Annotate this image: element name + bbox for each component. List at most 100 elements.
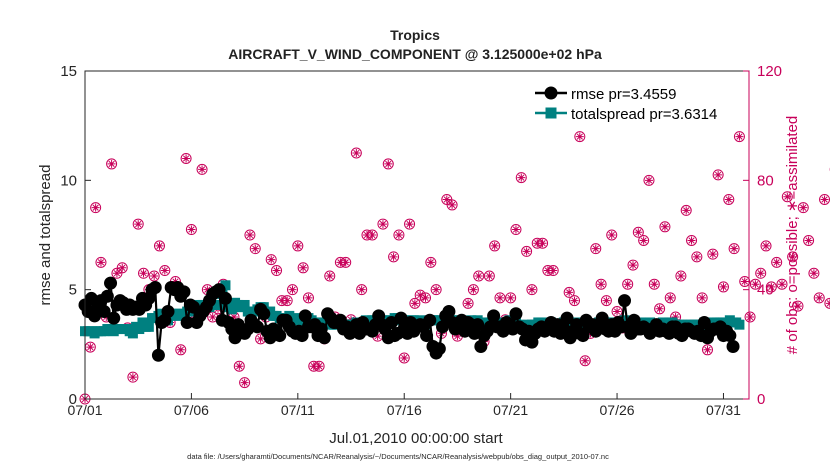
assimilated-obs-marker — [378, 220, 387, 229]
possible-obs-marker — [467, 284, 479, 296]
assimilated-obs-marker — [474, 272, 483, 280]
assimilated-obs-marker — [777, 280, 786, 289]
assimilated-obs-marker — [410, 299, 419, 308]
possible-obs-marker — [138, 267, 150, 279]
rmse-point — [432, 342, 446, 356]
possible-obs-marker — [600, 295, 612, 307]
totalspread-point — [134, 324, 145, 335]
possible-obs-marker — [473, 270, 485, 282]
legend: rmse pr=3.4559 totalspread pr=3.6314 — [530, 76, 746, 128]
assimilated-obs-marker — [820, 195, 829, 204]
assimilated-obs-marker — [240, 378, 249, 387]
rmse-point — [148, 280, 162, 294]
possible-obs-marker — [446, 199, 458, 211]
assimilated-obs-marker — [629, 261, 638, 270]
assimilated-obs-marker — [538, 239, 547, 248]
assimilated-obs-marker — [719, 282, 728, 291]
assimilated-obs-marker — [325, 272, 334, 280]
y2-tick-label: 80 — [757, 172, 774, 189]
assimilated-obs-marker — [352, 149, 361, 157]
totalspread-point — [734, 319, 745, 330]
assimilated-obs-marker — [740, 277, 749, 286]
assimilated-obs-marker — [448, 200, 457, 209]
obs-count-markers — [79, 131, 830, 405]
possible-obs-marker — [425, 256, 437, 268]
assimilated-obs-marker — [724, 195, 733, 204]
possible-obs-marker — [733, 131, 745, 143]
assimilated-obs-marker — [597, 280, 606, 289]
possible-obs-marker — [366, 229, 378, 241]
possible-obs-marker — [233, 360, 245, 372]
possible-obs-marker — [622, 278, 634, 290]
possible-obs-marker — [568, 295, 580, 307]
possible-obs-marker — [281, 295, 293, 307]
assimilated-obs-marker — [405, 220, 414, 229]
assimilated-obs-marker — [176, 345, 185, 354]
possible-obs-marker — [494, 292, 506, 304]
possible-obs-marker — [409, 297, 421, 309]
y-tick-label: 0 — [69, 391, 77, 408]
assimilated-obs-marker — [650, 280, 659, 289]
assimilated-obs-marker — [235, 362, 244, 371]
assimilated-obs-marker — [623, 280, 632, 289]
possible-obs-marker — [654, 303, 666, 315]
assimilated-obs-marker — [182, 154, 191, 163]
assimilated-obs-marker — [660, 222, 669, 231]
assimilated-obs-marker — [804, 236, 813, 245]
assimilated-obs-marker — [208, 313, 217, 321]
possible-obs-marker — [632, 226, 644, 238]
legend-totalspread-label: totalspread pr=3.6314 — [571, 106, 717, 123]
possible-obs-marker — [686, 234, 698, 246]
assimilated-obs-marker — [368, 231, 377, 239]
assimilated-obs-marker — [464, 299, 473, 308]
possible-obs-marker — [606, 229, 618, 241]
possible-obs-marker — [723, 193, 735, 205]
rmse-point — [420, 329, 434, 343]
possible-obs-marker — [803, 234, 815, 246]
assimilated-obs-marker — [96, 258, 105, 267]
assimilated-obs-marker — [485, 272, 494, 280]
possible-obs-marker — [813, 292, 825, 304]
possible-obs-marker — [547, 265, 559, 277]
assimilated-obs-marker — [299, 263, 308, 272]
legend-totalspread-marker — [545, 107, 557, 119]
possible-obs-marker — [760, 240, 772, 252]
assimilated-obs-marker — [229, 313, 238, 321]
possible-obs-marker — [313, 360, 325, 372]
y-tick-label: 5 — [69, 282, 77, 299]
assimilated-obs-marker — [288, 285, 297, 294]
rmse-point — [471, 318, 485, 332]
possible-obs-marker — [590, 243, 602, 255]
possible-obs-marker — [627, 259, 639, 271]
assimilated-obs-marker — [155, 241, 164, 250]
possible-obs-marker — [648, 278, 660, 290]
assimilated-obs-marker — [283, 296, 292, 305]
assimilated-obs-marker — [570, 296, 579, 305]
y2-tick-label: 40 — [757, 282, 774, 299]
assimilated-obs-marker — [389, 252, 398, 261]
x-tick-label: 07/06 — [174, 402, 209, 418]
possible-obs-marker — [244, 229, 256, 241]
possible-obs-marker — [350, 147, 362, 159]
legend-rmse-marker — [544, 86, 558, 100]
rmse-point — [618, 294, 631, 308]
y2-tick-label: 0 — [757, 391, 765, 408]
rmse-point — [177, 285, 191, 299]
possible-obs-marker — [324, 270, 336, 282]
possible-obs-marker — [95, 256, 107, 268]
assimilated-obs-marker — [793, 302, 802, 311]
rmse-point — [317, 331, 331, 345]
possible-obs-marker — [595, 278, 607, 290]
chart-subtitle: AIRCRAFT_V_WIND_COMPONENT @ 3.125000e+02… — [228, 46, 602, 62]
possible-obs-marker — [462, 297, 474, 309]
rmse-point — [273, 329, 287, 343]
possible-obs-marker — [404, 218, 416, 230]
possible-obs-marker — [691, 251, 703, 263]
y-tick-label: 15 — [60, 63, 77, 80]
possible-obs-marker — [388, 251, 400, 263]
assimilated-obs-marker — [703, 345, 712, 354]
assimilated-obs-marker — [639, 236, 648, 245]
rmse-point — [161, 305, 175, 319]
possible-obs-marker — [302, 292, 314, 304]
x-tick-label: 07/31 — [706, 402, 741, 418]
